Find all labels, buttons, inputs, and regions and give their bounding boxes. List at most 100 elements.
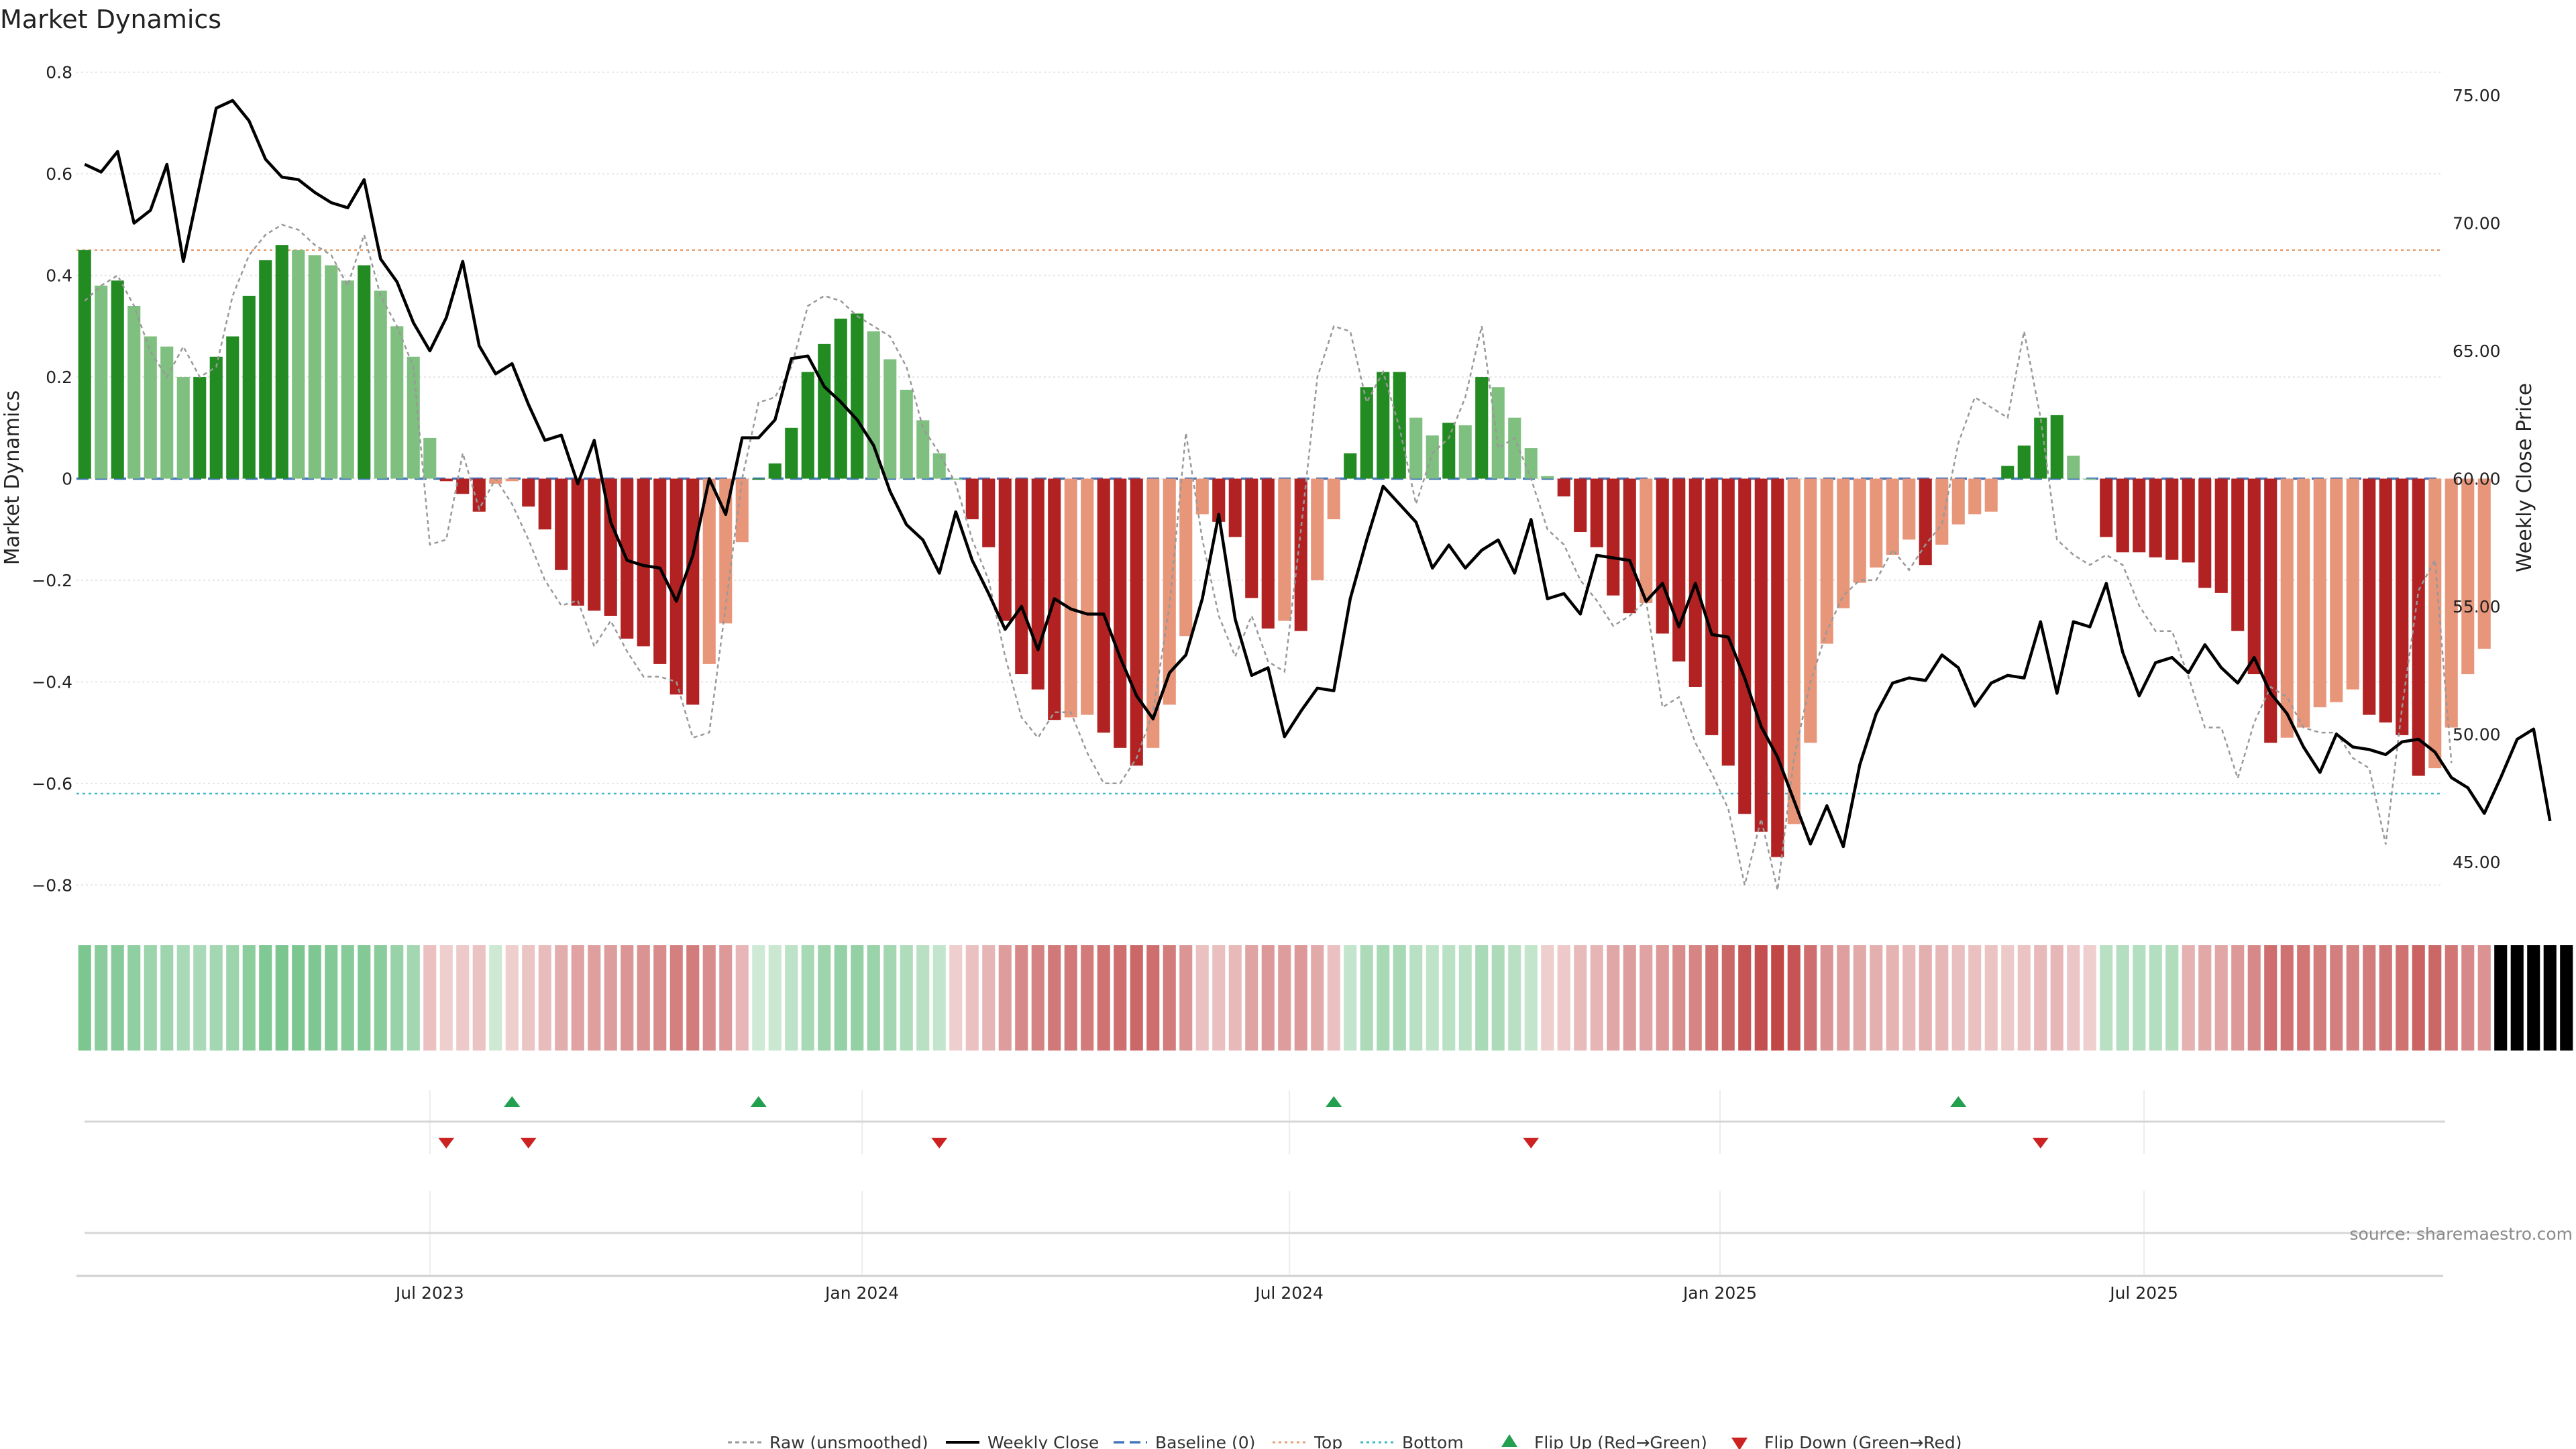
regime-cell [505,945,519,1051]
regime-cell [1705,945,1719,1051]
regime-cell [1327,945,1340,1051]
dynamics-bar [1968,478,1982,515]
dynamics-bar [2297,478,2310,728]
regime-cell [2083,945,2096,1051]
dynamics-bar [2116,478,2129,553]
dynamics-bar [1672,478,1686,662]
dynamics-bar [259,260,272,479]
regime-cell [292,945,305,1051]
reference-levels [76,249,2443,795]
dynamics-bar [2083,478,2096,480]
regime-cell [390,945,404,1051]
regime-cell [1837,945,1850,1051]
dynamics-bar [1409,417,1423,479]
dynamics-bar [1261,478,1275,629]
dynamics-bar [768,463,782,479]
regime-cell [1754,945,1768,1051]
regime-cell [571,945,584,1051]
dynamics-bar [1064,478,1077,718]
dynamics-bar [2017,445,2031,479]
dynamics-bar [2100,478,2113,537]
regime-cell [2165,945,2179,1051]
legend-label: Weekly Close [987,1433,1099,1449]
regime-cell [2527,945,2540,1051]
dynamics-bar [2149,478,2162,557]
dynamics-bar [1640,478,1653,604]
dynamics-bar [325,265,338,479]
dynamics-bar [2182,478,2195,563]
dynamics-bar [2461,478,2475,675]
regime-cell [1393,945,1406,1051]
regime-strip [78,945,2573,1051]
dynamics-bar [2445,478,2458,728]
dynamics-bar [1705,478,1719,735]
dynamics-bar [2280,478,2294,738]
legend-label: Raw (unsmoothed) [769,1433,928,1449]
dynamics-bar [78,250,91,479]
regime-cell [1688,945,1702,1051]
regime-cell [851,945,864,1051]
flip-up-marker [750,1096,767,1107]
regime-cell [1245,945,1258,1051]
regime-cell [1557,945,1570,1051]
flip-down-marker [1523,1138,1540,1148]
dynamics-bar [1327,478,1340,520]
regime-cell [2477,945,2491,1051]
regime-cell [818,945,831,1051]
dynamics-bar [2050,415,2063,479]
regime-cell [768,945,782,1051]
regime-cell [1853,945,1866,1051]
dynamics-bar [1491,387,1505,479]
flip-down-marker [931,1138,948,1148]
dynamics-bar [2330,478,2343,702]
regime-cell [1607,945,1620,1051]
y-tick-label: 0.4 [46,266,72,286]
dynamics-bar [818,343,831,479]
lower-panel [85,1191,2445,1275]
regime-cell [1179,945,1193,1051]
regime-cell [374,945,387,1051]
x-tick-label: Jul 2024 [1254,1283,1324,1303]
dynamics-bar [2247,478,2261,675]
dynamics-bar [2067,455,2080,479]
regime-cell [1574,945,1587,1051]
regime-cell [686,945,700,1051]
dynamics-bar [1114,478,1127,748]
regime-cell [1015,945,1028,1051]
regime-cell [2198,945,2212,1051]
regime-cell [1902,945,1916,1051]
regime-cell [95,945,108,1051]
regime-cell [341,945,354,1051]
dynamics-bar [111,280,124,479]
legend-label: Baseline (0) [1155,1433,1255,1449]
regime-cell [1508,945,1521,1051]
legend: Raw (unsmoothed) Weekly Close Baseline (0)… [728,1433,1962,1449]
flip-up-marker [1326,1096,1342,1107]
dynamics-bar [1870,478,1883,568]
dynamics-bar [358,265,371,479]
regime-cell [111,945,124,1051]
regime-cell [2461,945,2475,1051]
dynamics-bar [2165,478,2179,560]
dynamics-bar [2346,478,2359,690]
regime-cell [2363,945,2376,1051]
source-annotation: source: sharemaestro.com [2350,1224,2573,1244]
dynamics-bar [2231,478,2245,631]
regime-cell [1294,945,1307,1051]
dynamics-bar [439,478,453,482]
dynamics-bar [1919,478,1932,566]
dynamics-bar [2133,478,2146,553]
regime-cell [1048,945,1061,1051]
regime-cell [2231,945,2245,1051]
dynamics-bar [2363,478,2376,715]
y2-tick-label: 65.00 [2453,341,2501,361]
regime-cell [2116,945,2129,1051]
dynamics-bar [193,377,207,479]
dynamics-bar [1245,478,1258,598]
y2-tick-label: 60.00 [2453,470,2501,489]
dynamics-bar [1886,478,1899,555]
dynamics-bar [489,478,502,484]
dynamics-bar [1212,478,1226,522]
dynamics-bar [1344,453,1357,479]
